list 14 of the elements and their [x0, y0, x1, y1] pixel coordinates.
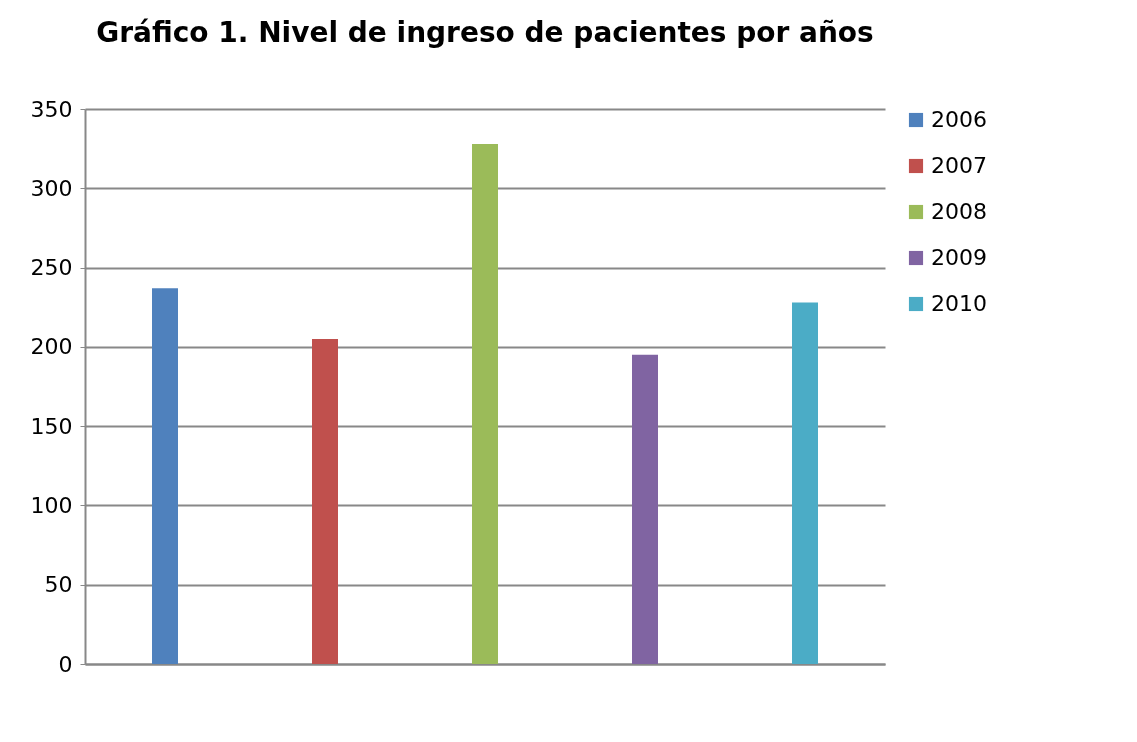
legend-label: 2009: [931, 245, 987, 270]
legend-label: 2008: [931, 199, 987, 224]
chart-title: Gráfico 1. Nivel de ingreso de pacientes por años: [96, 16, 874, 49]
y-tick-label: 50: [44, 572, 73, 598]
y-tick-label: 250: [30, 255, 73, 281]
legend-label: 2010: [931, 291, 987, 316]
legend-label: 2006: [931, 107, 987, 132]
y-tick-label: 350: [30, 96, 73, 122]
y-tick-label: 300: [30, 175, 73, 201]
y-tick-label: 0: [58, 651, 73, 677]
legend-label: 2007: [931, 153, 987, 178]
y-tick-label: 200: [30, 334, 73, 360]
y-tick-label: 100: [30, 492, 73, 518]
y-tick-label: 150: [30, 413, 73, 439]
